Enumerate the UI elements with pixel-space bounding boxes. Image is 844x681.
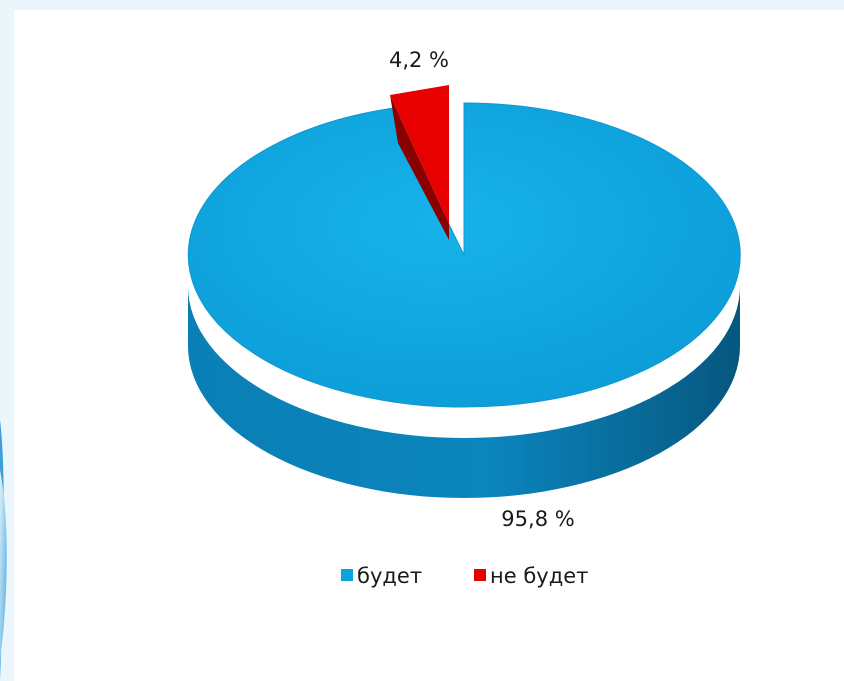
- legend-entry-budet: будет: [341, 564, 422, 588]
- pie-slice-budet: [187, 102, 741, 498]
- legend-label-ne-budet: не будет: [490, 564, 588, 588]
- data-label-ne-budet: 4,2 %: [389, 48, 449, 72]
- pie-chart: 4,2 % 95,8 % будет не будет: [187, 48, 741, 588]
- legend-swatch-budet: [341, 569, 353, 581]
- legend-entry-ne-budet: не будет: [474, 564, 588, 588]
- legend-swatch-ne-budet: [474, 569, 486, 581]
- pie-slice-ne-budet: [390, 85, 449, 240]
- legend: будет не будет: [341, 564, 588, 588]
- legend-label-budet: будет: [357, 564, 422, 588]
- chart-panel: 4,2 % 95,8 % будет не будет: [14, 10, 844, 681]
- data-label-budet: 95,8 %: [501, 507, 574, 531]
